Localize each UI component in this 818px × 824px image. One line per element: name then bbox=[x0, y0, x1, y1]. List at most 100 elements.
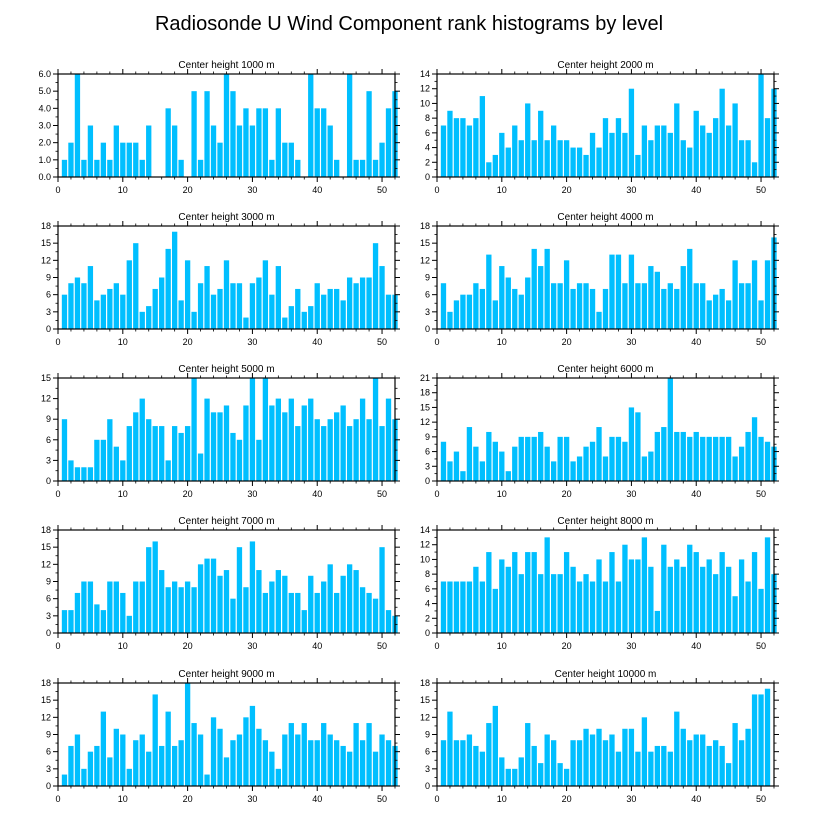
histogram-bar bbox=[184, 426, 191, 481]
y-tick-label: 18 bbox=[420, 678, 430, 688]
histogram-bar bbox=[353, 723, 359, 786]
histogram-bar bbox=[340, 745, 346, 786]
histogram-bar bbox=[700, 566, 706, 633]
histogram-bar bbox=[113, 581, 119, 633]
histogram-bar bbox=[706, 745, 712, 786]
histogram-bar bbox=[236, 283, 243, 329]
histogram-bar bbox=[596, 728, 602, 786]
histogram-bar bbox=[100, 610, 107, 633]
histogram-bar bbox=[499, 757, 505, 786]
histogram-bar bbox=[314, 592, 320, 633]
histogram-bar bbox=[262, 740, 269, 786]
y-tick-label: 12 bbox=[41, 394, 51, 404]
histogram-bar bbox=[492, 154, 498, 177]
histogram-bar bbox=[223, 74, 230, 177]
histogram-bar bbox=[525, 277, 531, 329]
panel-title: Center height 6000 m bbox=[557, 364, 653, 375]
histogram-bar bbox=[758, 436, 764, 481]
histogram-bar bbox=[661, 427, 667, 481]
y-tick-label: 18 bbox=[41, 678, 51, 688]
x-tick-label: 50 bbox=[756, 794, 766, 804]
histogram-bar bbox=[126, 768, 132, 786]
histogram-bar bbox=[596, 427, 602, 481]
histogram-bar bbox=[159, 745, 165, 786]
panel-title: Center height 3000 m bbox=[178, 212, 274, 223]
histogram-bar bbox=[249, 705, 256, 786]
histogram-bar bbox=[674, 711, 680, 786]
x-tick-label: 30 bbox=[247, 489, 257, 499]
histogram-bar bbox=[700, 734, 706, 786]
histogram-bar bbox=[133, 581, 139, 633]
histogram-bar bbox=[466, 125, 473, 177]
histogram-bar bbox=[725, 436, 732, 481]
histogram-bar bbox=[223, 570, 230, 633]
histogram-bar bbox=[576, 581, 583, 633]
histogram-bar bbox=[551, 574, 557, 633]
histogram-bar bbox=[570, 740, 576, 786]
histogram-bar bbox=[486, 431, 492, 481]
histogram-bar bbox=[262, 592, 269, 633]
histogram-bar bbox=[126, 142, 132, 177]
histogram-bar bbox=[466, 294, 473, 329]
histogram-bar bbox=[473, 446, 479, 481]
histogram-bar bbox=[87, 581, 94, 633]
x-tick-label: 20 bbox=[562, 794, 572, 804]
histogram-bar bbox=[152, 426, 158, 481]
histogram-bar bbox=[453, 118, 460, 177]
y-tick-label: 3 bbox=[46, 611, 51, 621]
histogram-bar bbox=[531, 552, 537, 633]
y-tick-label: 18 bbox=[41, 525, 51, 535]
histogram-bar bbox=[269, 159, 275, 177]
histogram-bar bbox=[719, 552, 725, 633]
x-tick-label: 40 bbox=[691, 489, 701, 499]
histogram-bar bbox=[764, 441, 771, 481]
histogram-bar bbox=[732, 260, 738, 329]
histogram-bar bbox=[667, 566, 673, 633]
histogram-bar bbox=[243, 108, 249, 177]
histogram-bar bbox=[301, 311, 307, 329]
histogram-bar bbox=[139, 311, 145, 329]
histogram-bar bbox=[512, 446, 518, 481]
y-tick-label: 15 bbox=[420, 238, 430, 248]
y-tick-label: 9 bbox=[46, 730, 51, 740]
histogram-bar bbox=[107, 159, 113, 177]
x-tick-label: 40 bbox=[691, 185, 701, 195]
histogram-bar bbox=[460, 581, 466, 633]
histogram-bar bbox=[486, 162, 492, 177]
histogram-bar bbox=[282, 317, 288, 329]
y-tick-label: 9 bbox=[46, 273, 51, 283]
histogram-bar bbox=[447, 461, 453, 481]
histogram-bar bbox=[87, 751, 94, 786]
histogram-bar bbox=[473, 566, 479, 633]
y-tick-label: 6 bbox=[425, 128, 430, 138]
x-tick-label: 40 bbox=[691, 794, 701, 804]
histogram-bar bbox=[236, 547, 243, 633]
histogram-bar bbox=[68, 142, 74, 177]
histogram-bar bbox=[538, 110, 544, 177]
histogram-bar bbox=[178, 740, 184, 786]
histogram-bar bbox=[210, 294, 217, 329]
histogram-bar bbox=[525, 723, 531, 786]
x-tick-label: 10 bbox=[497, 489, 507, 499]
histogram-bar bbox=[191, 723, 197, 786]
x-tick-label: 20 bbox=[562, 337, 572, 347]
histogram-bar bbox=[531, 436, 537, 481]
histogram-bar bbox=[372, 751, 379, 786]
histogram-bar bbox=[589, 288, 596, 329]
histogram-bar bbox=[557, 763, 563, 786]
histogram-bar bbox=[295, 288, 301, 329]
histogram-bar bbox=[113, 728, 119, 786]
histogram-bar bbox=[719, 436, 725, 481]
histogram-bar bbox=[165, 460, 171, 481]
y-tick-label: 6 bbox=[46, 594, 51, 604]
y-tick-label: 3 bbox=[425, 461, 430, 471]
histogram-bar bbox=[243, 717, 249, 786]
histogram-bar bbox=[732, 723, 738, 786]
histogram-bar bbox=[295, 734, 301, 786]
histogram-bar bbox=[525, 552, 531, 633]
histogram-bar bbox=[615, 118, 622, 177]
histogram-bar bbox=[217, 142, 223, 177]
x-tick-label: 30 bbox=[626, 641, 636, 651]
histogram-bar bbox=[314, 108, 320, 177]
histogram-bar bbox=[184, 260, 191, 329]
